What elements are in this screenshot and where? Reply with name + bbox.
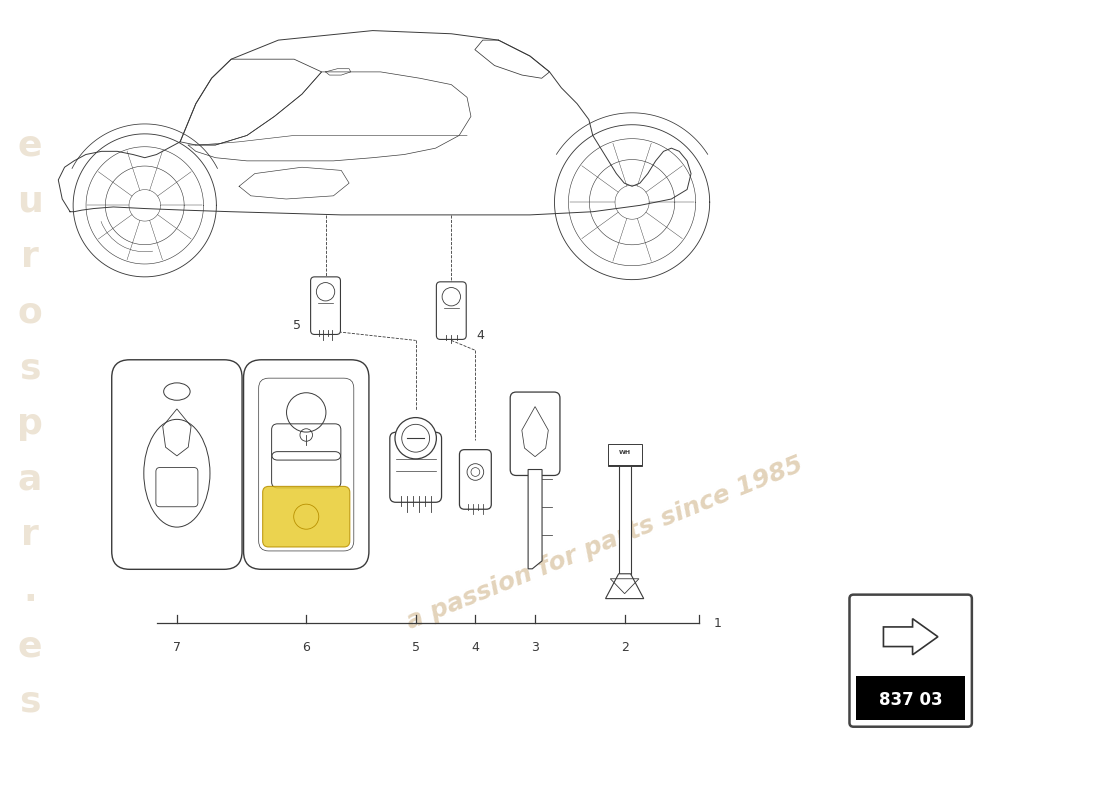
- Text: WH: WH: [618, 450, 630, 455]
- Polygon shape: [618, 465, 630, 574]
- FancyBboxPatch shape: [310, 277, 341, 334]
- Text: 1: 1: [714, 617, 722, 630]
- Text: 6: 6: [302, 642, 310, 654]
- FancyBboxPatch shape: [510, 392, 560, 475]
- FancyBboxPatch shape: [112, 360, 242, 570]
- Text: s: s: [20, 351, 41, 386]
- FancyBboxPatch shape: [389, 432, 441, 502]
- Text: 7: 7: [173, 642, 180, 654]
- Text: r: r: [21, 240, 40, 274]
- Text: 837 03: 837 03: [879, 690, 943, 709]
- Text: r: r: [21, 518, 40, 552]
- Text: 3: 3: [531, 642, 539, 654]
- Text: 4: 4: [476, 329, 484, 342]
- Text: 2: 2: [620, 642, 628, 654]
- Polygon shape: [883, 618, 938, 655]
- Text: 5: 5: [411, 642, 420, 654]
- FancyBboxPatch shape: [849, 594, 972, 726]
- FancyBboxPatch shape: [243, 360, 368, 570]
- Text: u: u: [18, 184, 43, 218]
- Bar: [857, 676, 965, 720]
- FancyBboxPatch shape: [460, 450, 492, 510]
- FancyBboxPatch shape: [437, 282, 466, 339]
- Text: e: e: [18, 630, 43, 663]
- FancyBboxPatch shape: [263, 486, 350, 547]
- Text: 5: 5: [293, 319, 300, 332]
- Text: 4: 4: [472, 642, 480, 654]
- Text: a passion for parts since 1985: a passion for parts since 1985: [403, 452, 806, 634]
- Text: e: e: [18, 129, 43, 162]
- Text: p: p: [18, 407, 43, 441]
- Circle shape: [395, 418, 437, 459]
- Text: .: .: [23, 574, 37, 608]
- Polygon shape: [605, 574, 643, 598]
- Text: o: o: [18, 296, 43, 330]
- FancyBboxPatch shape: [607, 444, 641, 466]
- Text: a: a: [18, 462, 42, 497]
- Text: s: s: [20, 685, 41, 719]
- Polygon shape: [528, 470, 542, 569]
